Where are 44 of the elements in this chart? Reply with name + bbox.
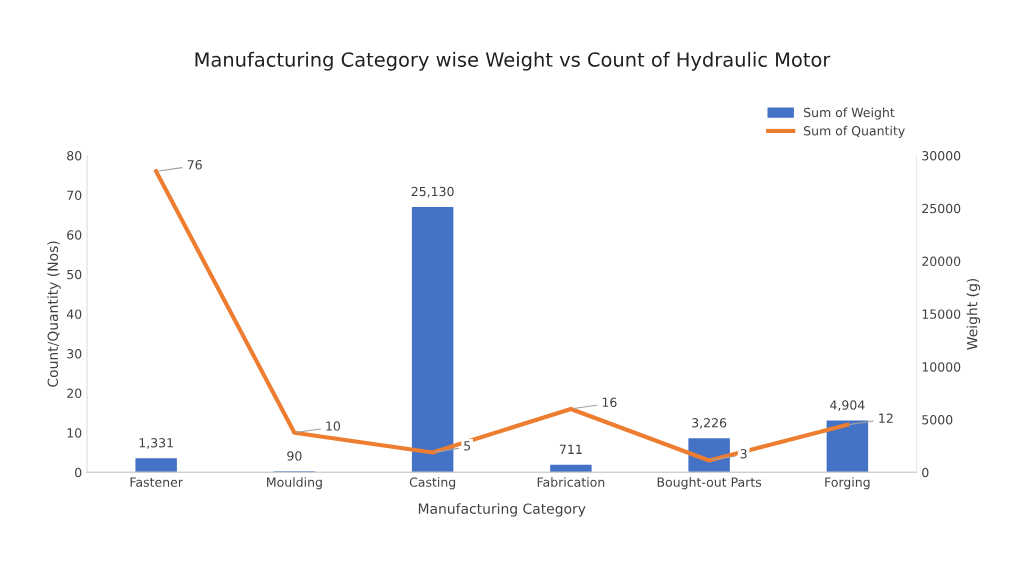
y2-tick-label: 15000 bbox=[922, 309, 961, 319]
data-label: 90 bbox=[287, 451, 302, 461]
legend-label: Sum of Weight bbox=[804, 107, 895, 120]
y2-tick-label: 30000 bbox=[922, 150, 961, 161]
y-axis-title: Count/Quantity (Nos) bbox=[47, 241, 61, 387]
y-tick-label: 30 bbox=[67, 348, 82, 359]
x-axis-title: Manufacturing Category bbox=[418, 503, 586, 517]
y2-axis-title: Weight (g) bbox=[966, 278, 981, 350]
legend-label: Sum of Quantity bbox=[804, 125, 905, 138]
y-tick-label: 60 bbox=[67, 230, 82, 240]
data-label: 25,130 bbox=[411, 186, 454, 198]
y2-tick-label: 10000 bbox=[922, 362, 961, 372]
y2-tick-label: 5000 bbox=[922, 414, 953, 425]
bar bbox=[411, 206, 454, 473]
y-tick-label: 80 bbox=[67, 150, 82, 161]
y-tick-label: 10 bbox=[67, 428, 82, 438]
data-label: 711 bbox=[559, 444, 582, 454]
data-label: 5 bbox=[464, 441, 471, 451]
y-tick-label: 40 bbox=[66, 309, 82, 319]
x-tick-label: Moulding bbox=[267, 477, 322, 490]
x-tick-label: Bought-out Parts bbox=[657, 477, 762, 490]
data-label: 76 bbox=[187, 159, 202, 170]
x-tick-label: Fastener bbox=[130, 477, 183, 487]
bar bbox=[826, 420, 869, 473]
data-label: 1,331 bbox=[139, 438, 173, 449]
x-tick-label: Forging bbox=[825, 477, 870, 490]
y2-tick-label: 0 bbox=[922, 467, 929, 478]
chart-title: Manufacturing Category wise Weight vs Count of Hydraulic Motor bbox=[195, 51, 831, 71]
y2-tick-label: 25000 bbox=[922, 203, 961, 214]
bar bbox=[135, 458, 177, 473]
y-tick-label: 20 bbox=[67, 388, 82, 399]
x-tick-label: Fabrication bbox=[537, 477, 605, 487]
data-label: 3 bbox=[740, 449, 747, 459]
bar bbox=[550, 464, 592, 473]
y-tick-label: 50 bbox=[67, 269, 82, 280]
data-label: 10 bbox=[326, 421, 341, 431]
y-tick-label: 0 bbox=[75, 467, 82, 478]
data-label: 12 bbox=[879, 413, 893, 423]
y-tick-label: 70 bbox=[67, 190, 82, 201]
y2-tick-label: 20000 bbox=[922, 256, 961, 267]
data-label: 4,904 bbox=[830, 400, 865, 412]
x-tick-label: Casting bbox=[409, 477, 456, 490]
data-label: 3,226 bbox=[692, 418, 727, 429]
data-label: 16 bbox=[602, 397, 617, 408]
